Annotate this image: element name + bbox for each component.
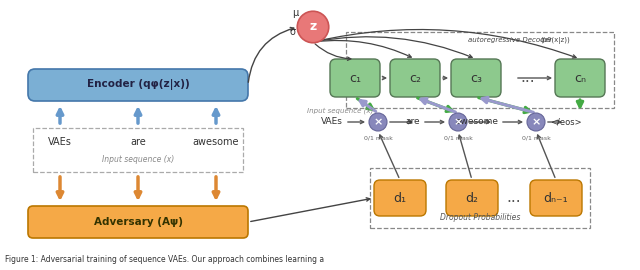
Text: c₂: c₂	[409, 72, 421, 85]
Text: μ: μ	[292, 8, 298, 18]
Text: Input sequence (x): Input sequence (x)	[307, 108, 373, 114]
FancyBboxPatch shape	[446, 180, 498, 216]
Circle shape	[369, 113, 387, 131]
Text: 0/1 mask: 0/1 mask	[444, 136, 472, 141]
Text: ...: ...	[521, 70, 535, 86]
Text: ...: ...	[507, 191, 522, 205]
Text: z: z	[309, 21, 317, 33]
Text: ×: ×	[373, 117, 383, 127]
Text: awesome: awesome	[455, 117, 498, 127]
Text: ×: ×	[453, 117, 463, 127]
FancyBboxPatch shape	[530, 180, 582, 216]
Text: 0/1 mask: 0/1 mask	[522, 136, 550, 141]
Text: Adversary (Aψ): Adversary (Aψ)	[93, 217, 182, 227]
Text: (pθ(x|z)): (pθ(x|z))	[540, 36, 570, 43]
Text: are: are	[130, 137, 146, 147]
Text: σ: σ	[290, 27, 296, 37]
Text: d₂: d₂	[465, 191, 479, 204]
FancyBboxPatch shape	[555, 59, 605, 97]
Text: cₙ: cₙ	[574, 72, 586, 85]
Text: Encoder (qφ(z|x)): Encoder (qφ(z|x))	[86, 79, 189, 90]
Bar	[33, 128, 243, 172]
Text: dₙ₋₁: dₙ₋₁	[544, 191, 568, 204]
Bar	[370, 168, 590, 228]
Text: awesome: awesome	[193, 137, 239, 147]
Text: Dropout Probabilities: Dropout Probabilities	[440, 214, 520, 222]
Text: VAEs: VAEs	[321, 117, 343, 127]
Text: d₁: d₁	[394, 191, 406, 204]
Text: Figure 1: Adversarial training of sequence VAEs. Our approach combines learning : Figure 1: Adversarial training of sequen…	[5, 255, 324, 264]
Text: are: are	[405, 117, 420, 127]
Text: c₃: c₃	[470, 72, 482, 85]
Circle shape	[449, 113, 467, 131]
FancyBboxPatch shape	[28, 69, 248, 101]
Text: c₁: c₁	[349, 72, 361, 85]
Circle shape	[527, 113, 545, 131]
Text: VAEs: VAEs	[48, 137, 72, 147]
FancyBboxPatch shape	[330, 59, 380, 97]
FancyBboxPatch shape	[28, 206, 248, 238]
Ellipse shape	[297, 11, 329, 43]
FancyBboxPatch shape	[451, 59, 501, 97]
Text: 0/1 mask: 0/1 mask	[364, 136, 392, 141]
Text: ×: ×	[531, 117, 541, 127]
Bar	[346, 32, 614, 108]
FancyBboxPatch shape	[390, 59, 440, 97]
Text: </eos>: </eos>	[550, 117, 582, 127]
Text: autoregressive Decoder: autoregressive Decoder	[468, 37, 552, 43]
Text: Input sequence (x): Input sequence (x)	[102, 154, 174, 164]
FancyBboxPatch shape	[374, 180, 426, 216]
